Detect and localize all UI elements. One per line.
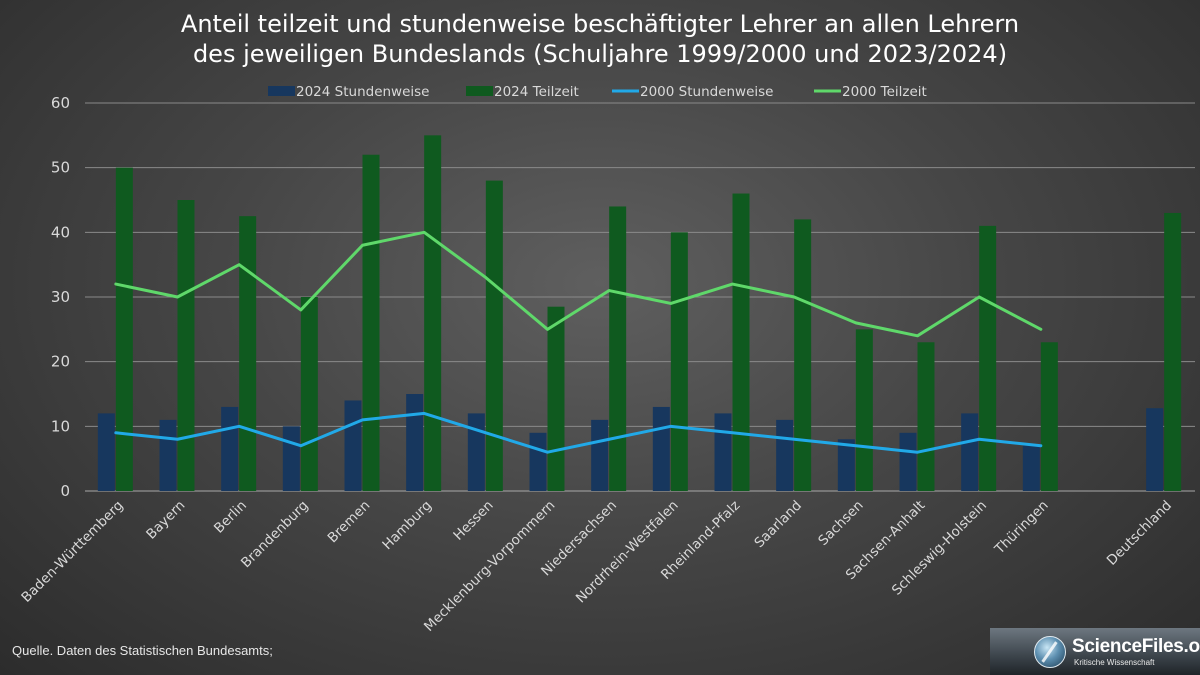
line-2000-teilzeit (114, 230, 1043, 338)
legend-swatch-2024-stundenweise (268, 86, 295, 96)
bar-2024-teilzeit-baden-wuerttemberg (115, 167, 133, 491)
bar-2024-teilzeit-bremen (362, 154, 380, 491)
line-2000-stundenweise (114, 411, 1043, 454)
source-note: Quelle. Daten des Statistischen Bundesam… (12, 643, 273, 658)
bar-2024-teilzeit-niedersachsen (609, 206, 627, 491)
bar-2024-stundenweise-hamburg (406, 394, 424, 491)
x-label-saarland: Saarland (751, 498, 805, 552)
bar-2024-stundenweise-schleswig-holstein (961, 413, 979, 491)
lines (114, 230, 1043, 454)
x-label-bremen: Bremen (325, 498, 374, 547)
legend-label-2024-teilzeit: 2024 Teilzeit (494, 84, 579, 100)
bar-2024-stundenweise-hessen (467, 413, 485, 491)
y-tick-label: 40 (51, 223, 70, 241)
x-label-nordrhein-westfalen: Nordrhein-Westfalen (573, 498, 682, 607)
legend-label-2000-stundenweise: 2000 Stundenweise (640, 84, 774, 100)
bar-2024-stundenweise-mecklenburg-vorpommern (529, 432, 547, 491)
bar-2024-stundenweise-baden-wuerttemberg (97, 413, 115, 491)
chart-title-line-1: Anteil teilzeit und stundenweise beschäf… (181, 10, 1019, 38)
y-tick-label: 60 (51, 94, 70, 112)
bar-2024-teilzeit-brandenburg (300, 297, 318, 491)
y-axis-tick-labels: 0 10 20 30 40 50 60 (51, 94, 70, 500)
x-axis-category-labels: Baden-Württemberg Bayern BerlinBrandenburg… (18, 498, 1175, 635)
bar-2024-teilzeit-bayern (177, 200, 195, 491)
y-tick-label: 10 (51, 417, 70, 435)
bar-2024-stundenweise-bayern (159, 419, 177, 491)
y-tick-label: 0 (60, 482, 70, 500)
globe-icon (1034, 636, 1066, 668)
x-label-deutschland: Deutschland (1104, 498, 1175, 569)
logo-name: ScienceFiles.org (1072, 636, 1200, 657)
bar-2024-stundenweise-sachsen-anhalt (899, 432, 917, 491)
bar-2024-stundenweise-bremen (344, 400, 362, 491)
bars (97, 135, 1182, 492)
bar-2024-teilzeit-hamburg (424, 135, 442, 492)
chart-title: Anteil teilzeit und stundenweise beschäf… (181, 10, 1019, 68)
legend: 2024 Stundenweise 2024 Teilzeit 2000 Stund… (268, 84, 927, 100)
bar-2024-stundenweise-saarland (776, 419, 794, 491)
bar-2024-teilzeit-thueringen (1040, 342, 1058, 491)
bar-2024-teilzeit-sachsen (855, 329, 873, 491)
bar-2024-stundenweise-deutschland (1146, 408, 1164, 491)
legend-label-2000-teilzeit: 2000 Teilzeit (842, 84, 927, 100)
x-label-mecklenburg-vorpommern: Mecklenburg-Vorpommern (421, 498, 558, 635)
bar-2024-stundenweise-brandenburg (282, 426, 300, 491)
bar-2024-stundenweise-niedersachsen (591, 419, 609, 491)
x-label-hamburg: Hamburg (379, 498, 435, 554)
bar-2024-teilzeit-hessen (485, 180, 503, 491)
bar-2024-stundenweise-rheinland-pfalz (714, 413, 732, 491)
bar-2024-teilzeit-mecklenburg-vorpommern (547, 306, 565, 491)
chart-title-line-2: des jeweiligen Bundeslands (Schuljahre 1… (193, 40, 1007, 68)
sciencefiles-logo: ScienceFiles.org Kritische Wissenschaft (990, 628, 1200, 675)
x-label-hessen: Hessen (450, 498, 496, 544)
bar-2024-teilzeit-rheinland-pfalz (732, 193, 750, 492)
bar-2024-teilzeit-saarland (794, 219, 812, 491)
bar-2024-stundenweise-nordrhein-westfalen (652, 406, 670, 491)
x-label-berlin: Berlin (211, 498, 250, 537)
bar-2024-teilzeit-nordrhein-westfalen (670, 232, 688, 492)
logo-tagline: Kritische Wissenschaft (1074, 658, 1155, 667)
y-tick-label: 20 (51, 353, 70, 371)
bar-2024-stundenweise-sachsen (837, 439, 855, 491)
legend-label-2024-stundenweise: 2024 Stundenweise (296, 84, 430, 100)
y-tick-label: 50 (51, 159, 70, 177)
bar-2024-stundenweise-thueringen (1022, 445, 1040, 491)
x-label-thueringen: Thüringen (991, 498, 1052, 559)
bar-2024-teilzeit-berlin (239, 216, 257, 491)
legend-swatch-2024-teilzeit (466, 86, 493, 96)
bar-2024-stundenweise-berlin (221, 406, 239, 491)
x-label-sachsen: Sachsen (815, 498, 866, 549)
bar-2024-teilzeit-schleswig-holstein (979, 225, 997, 491)
bar-2024-teilzeit-deutschland (1164, 212, 1182, 491)
y-tick-label: 30 (51, 288, 70, 306)
x-label-baden-wuerttemberg: Baden-Württemberg (18, 498, 126, 606)
bar-2024-teilzeit-sachsen-anhalt (917, 342, 935, 491)
x-label-bayern: Bayern (143, 498, 188, 543)
